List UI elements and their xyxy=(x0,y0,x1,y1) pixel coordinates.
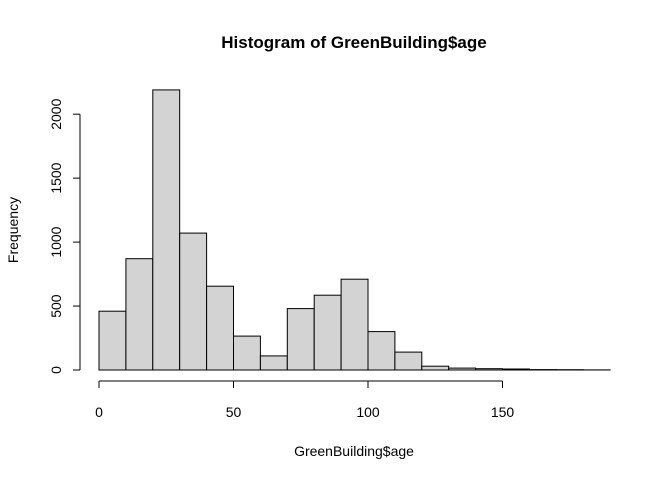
histogram-bar xyxy=(394,351,423,371)
y-axis-label: Frequency xyxy=(5,197,21,263)
x-axis: 0 50 100 150 xyxy=(95,380,515,420)
y-axis: 0 500 1000 1500 2000 xyxy=(48,98,81,374)
histogram-bar xyxy=(233,335,261,371)
x-tick-label: 100 xyxy=(356,404,380,420)
y-tick-label: 2000 xyxy=(48,98,64,129)
histogram-bar xyxy=(179,232,208,371)
histogram-bar xyxy=(152,89,181,371)
y-tick-label: 0 xyxy=(48,366,64,374)
histogram-bar xyxy=(313,294,342,371)
x-tick-label: 0 xyxy=(95,404,103,420)
y-tick-label: 1000 xyxy=(48,226,64,257)
histogram-bar xyxy=(367,331,396,371)
chart-title: Histogram of GreenBuilding$age xyxy=(221,33,486,52)
histogram-bar xyxy=(259,355,288,371)
x-axis-label: GreenBuilding$age xyxy=(294,443,414,459)
histogram-bar xyxy=(502,368,530,371)
histogram-bar xyxy=(340,278,369,371)
histogram-bar xyxy=(286,308,315,371)
bars-group xyxy=(98,89,611,371)
histogram-bar xyxy=(206,285,235,371)
y-tick-label: 1500 xyxy=(48,162,64,193)
histogram-bar xyxy=(475,368,504,371)
histogram-bar xyxy=(98,310,127,371)
x-tick-label: 50 xyxy=(226,404,242,420)
histogram-bar xyxy=(125,258,154,371)
histogram-bar xyxy=(421,365,450,371)
y-tick-label: 500 xyxy=(48,294,64,318)
x-tick-label: 150 xyxy=(491,404,515,420)
histogram-bar xyxy=(448,367,477,371)
